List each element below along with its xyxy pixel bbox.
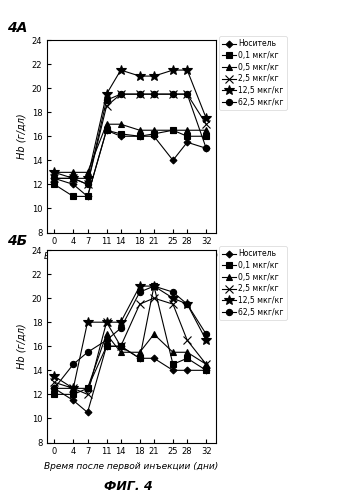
Text: ФИГ. 4: ФИГ. 4 (104, 480, 152, 493)
Legend: Носитель, 0,1 мкг/кг, 0,5 мкг/кг, 2,5 мкг/кг, 12,5 мкг/кг, 62,5 мкг/кг: Носитель, 0,1 мкг/кг, 0,5 мкг/кг, 2,5 мк… (219, 246, 287, 320)
Text: 4А: 4А (7, 22, 27, 36)
Y-axis label: Hb (г/дл): Hb (г/дл) (16, 114, 26, 159)
X-axis label: Время после первой инъекции (дни): Время после первой инъекции (дни) (44, 252, 219, 261)
Y-axis label: Hb (г/дл): Hb (г/дл) (16, 324, 26, 369)
Legend: Носитель, 0,1 мкг/кг, 0,5 мкг/кг, 2,5 мкг/кг, 12,5 мкг/кг, 62,5 мкг/кг: Носитель, 0,1 мкг/кг, 0,5 мкг/кг, 2,5 мк… (219, 36, 287, 110)
X-axis label: Время после первой инъекции (дни): Время после первой инъекции (дни) (44, 462, 219, 471)
Text: 4Б: 4Б (7, 234, 27, 248)
